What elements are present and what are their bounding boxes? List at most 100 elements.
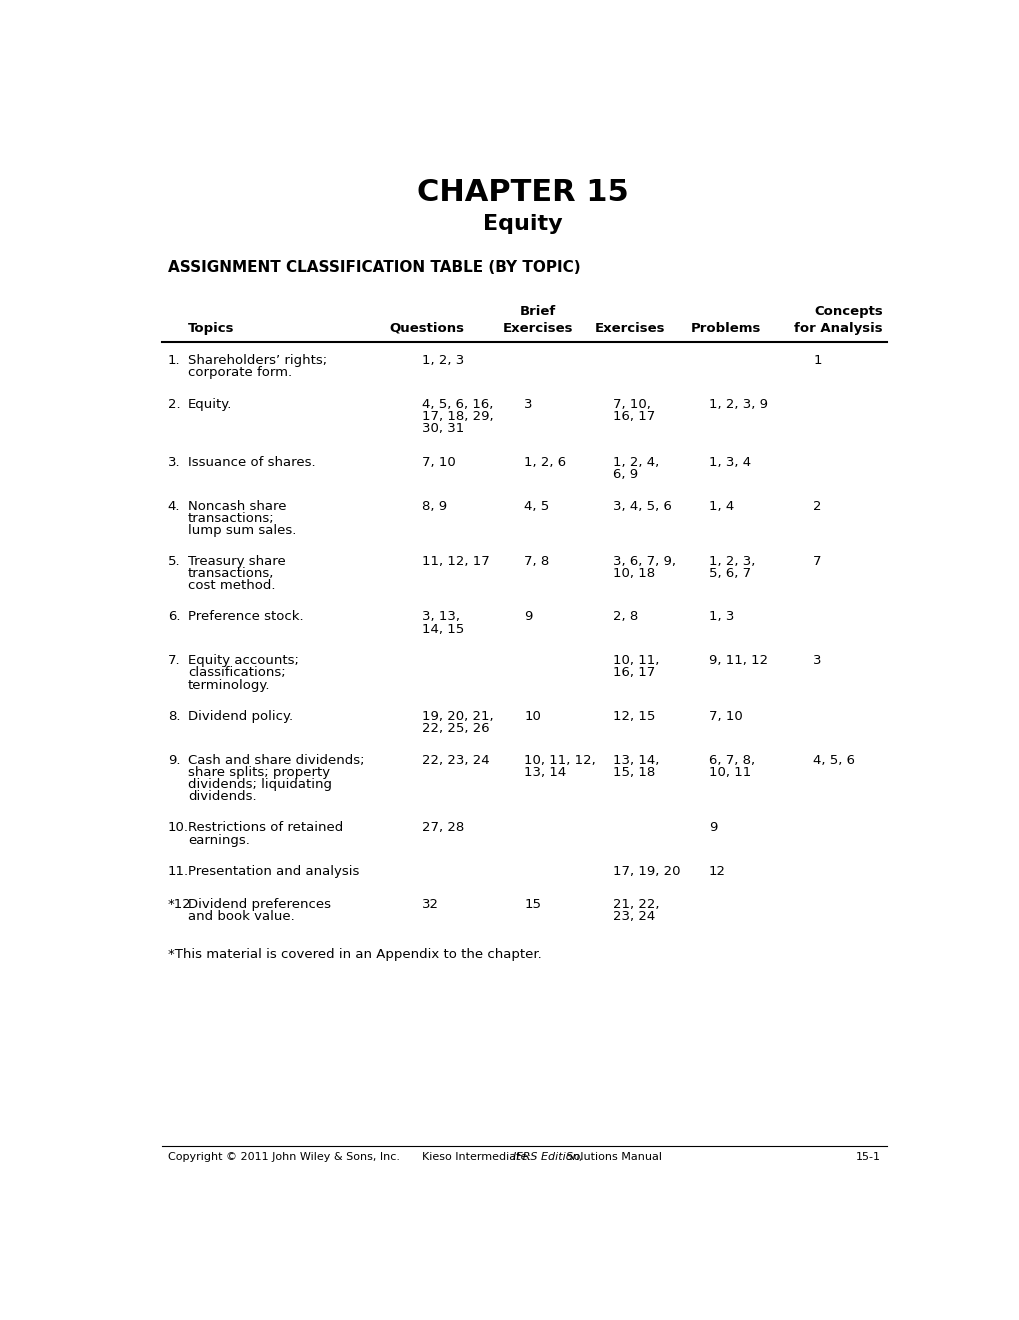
Text: 1.: 1. [168,354,180,367]
Text: share splits; property: share splits; property [187,766,330,779]
Text: ASSIGNMENT CLASSIFICATION TABLE (BY TOPIC): ASSIGNMENT CLASSIFICATION TABLE (BY TOPI… [168,260,580,275]
Text: 12, 15: 12, 15 [612,710,654,723]
Text: 14, 15: 14, 15 [422,623,464,635]
Text: CHAPTER 15: CHAPTER 15 [417,178,628,207]
Text: 1, 3, 4: 1, 3, 4 [708,455,750,469]
Text: 2.: 2. [168,397,180,411]
Text: 1, 2, 3, 9: 1, 2, 3, 9 [708,397,767,411]
Text: 30, 31: 30, 31 [422,422,464,436]
Text: 23, 24: 23, 24 [612,909,654,923]
Text: 32: 32 [422,898,438,911]
Text: 17, 19, 20: 17, 19, 20 [612,866,680,878]
Text: 6, 9: 6, 9 [612,467,637,480]
Text: 12: 12 [708,866,726,878]
Text: 16, 17: 16, 17 [612,667,654,680]
Text: 1, 2, 3,: 1, 2, 3, [708,554,754,568]
Text: Treasury share: Treasury share [187,554,285,568]
Text: 22, 25, 26: 22, 25, 26 [422,722,489,735]
Text: 7, 8: 7, 8 [524,554,549,568]
Text: 5.: 5. [168,554,180,568]
Text: Equity.: Equity. [187,397,232,411]
Text: 4, 5, 6: 4, 5, 6 [812,754,855,767]
Text: Kieso Intermediate:: Kieso Intermediate: [422,1151,534,1162]
Text: 2, 8: 2, 8 [612,610,637,623]
Text: Solutions Manual: Solutions Manual [562,1151,661,1162]
Text: 6.: 6. [168,610,180,623]
Text: 7: 7 [812,554,821,568]
Text: Equity accounts;: Equity accounts; [187,655,299,668]
Text: 1, 2, 3: 1, 2, 3 [422,354,464,367]
Text: 10, 18: 10, 18 [612,568,654,579]
Text: 3.: 3. [168,455,180,469]
Text: 22, 23, 24: 22, 23, 24 [422,754,489,767]
Text: Exercises: Exercises [502,322,573,335]
Text: 2: 2 [812,499,821,512]
Text: Dividend policy.: Dividend policy. [187,710,292,723]
Text: Restrictions of retained: Restrictions of retained [187,821,342,834]
Text: 1, 4: 1, 4 [708,499,734,512]
Text: 10, 11, 12,: 10, 11, 12, [524,754,595,767]
Text: 13, 14,: 13, 14, [612,754,658,767]
Text: corporate form.: corporate form. [187,366,291,379]
Text: dividends.: dividends. [187,791,257,803]
Text: 10, 11: 10, 11 [708,766,750,779]
Text: 1, 2, 4,: 1, 2, 4, [612,455,658,469]
Text: 10: 10 [524,710,541,723]
Text: 3, 4, 5, 6: 3, 4, 5, 6 [612,499,671,512]
Text: 3, 13,: 3, 13, [422,610,460,623]
Text: Topics: Topics [187,322,234,335]
Text: Dividend preferences: Dividend preferences [187,898,330,911]
Text: 1, 2, 6: 1, 2, 6 [524,455,566,469]
Text: 4, 5, 6, 16,: 4, 5, 6, 16, [422,397,493,411]
Text: 7, 10: 7, 10 [422,455,455,469]
Text: 1: 1 [812,354,821,367]
Text: dividends; liquidating: dividends; liquidating [187,777,331,791]
Text: Exercises: Exercises [594,322,664,335]
Text: cost method.: cost method. [187,579,275,593]
Text: earnings.: earnings. [187,833,250,846]
Text: 15: 15 [524,898,541,911]
Text: 16, 17: 16, 17 [612,411,654,422]
Text: 19, 20, 21,: 19, 20, 21, [422,710,493,723]
Text: 7.: 7. [168,655,180,668]
Text: for Analysis: for Analysis [794,322,882,335]
Text: classifications;: classifications; [187,667,285,680]
Text: transactions,: transactions, [187,568,274,579]
Text: 10.: 10. [168,821,189,834]
Text: Concepts: Concepts [813,305,882,318]
Text: Preference stock.: Preference stock. [187,610,304,623]
Text: 9.: 9. [168,754,180,767]
Text: 6, 7, 8,: 6, 7, 8, [708,754,754,767]
Text: Questions: Questions [389,322,465,335]
Text: 7, 10,: 7, 10, [612,397,650,411]
Text: terminology.: terminology. [187,678,270,692]
Text: Copyright © 2011 John Wiley & Sons, Inc.: Copyright © 2011 John Wiley & Sons, Inc. [168,1151,399,1162]
Text: 8.: 8. [168,710,180,723]
Text: 5, 6, 7: 5, 6, 7 [708,568,750,579]
Text: Issuance of shares.: Issuance of shares. [187,455,315,469]
Text: 9, 11, 12: 9, 11, 12 [708,655,767,668]
Text: Shareholders’ rights;: Shareholders’ rights; [187,354,327,367]
Text: 3: 3 [812,655,821,668]
Text: 4, 5: 4, 5 [524,499,549,512]
Text: 11.: 11. [168,866,189,878]
Text: 13, 14: 13, 14 [524,766,566,779]
Text: 9: 9 [708,821,716,834]
Text: 21, 22,: 21, 22, [612,898,658,911]
Text: 4.: 4. [168,499,180,512]
Text: 11, 12, 17: 11, 12, 17 [422,554,489,568]
Text: 7, 10: 7, 10 [708,710,742,723]
Text: 17, 18, 29,: 17, 18, 29, [422,411,493,422]
Text: Presentation and analysis: Presentation and analysis [187,866,359,878]
Text: 8, 9: 8, 9 [422,499,446,512]
Text: 10, 11,: 10, 11, [612,655,658,668]
Text: 9: 9 [524,610,532,623]
Text: lump sum sales.: lump sum sales. [187,524,297,537]
Text: 3, 6, 7, 9,: 3, 6, 7, 9, [612,554,675,568]
Text: 15, 18: 15, 18 [612,766,654,779]
Text: 3: 3 [524,397,532,411]
Text: Cash and share dividends;: Cash and share dividends; [187,754,364,767]
Text: and book value.: and book value. [187,909,294,923]
Text: Problems: Problems [690,322,760,335]
Text: 15-1: 15-1 [855,1151,880,1162]
